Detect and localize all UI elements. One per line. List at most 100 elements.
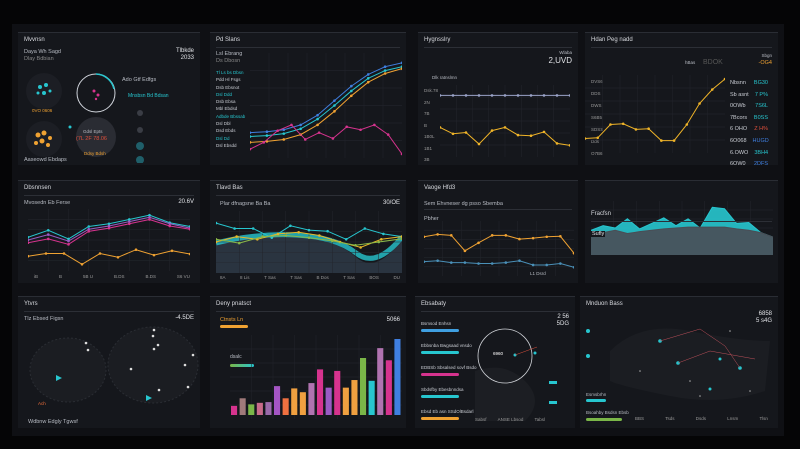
- bar: [368, 380, 375, 415]
- data-point: [440, 94, 442, 97]
- data-point: [529, 134, 533, 138]
- legend-item: Ctnsts Ln: [220, 317, 244, 323]
- stat-label: 6 OHO: [730, 126, 748, 133]
- divider: [421, 311, 569, 312]
- data-point: [188, 252, 190, 256]
- bar: [256, 402, 263, 415]
- data-point: [290, 123, 293, 127]
- data-point: [366, 77, 370, 80]
- data-point: [424, 260, 426, 263]
- value-label: Wlaba: [559, 50, 572, 55]
- legend-bar-2: [230, 364, 254, 367]
- data-point: [572, 251, 574, 255]
- bar: [291, 388, 298, 415]
- data-point: [270, 236, 274, 239]
- x-axis: iB B 5B U B.DS B.DS S6 VU: [34, 274, 190, 279]
- subtitle-2: Dlay Bdbian: [24, 56, 54, 62]
- bar: [231, 405, 238, 415]
- y-tick: S6B5: [591, 115, 603, 120]
- data-point: [518, 237, 521, 241]
- data-point: [316, 113, 319, 117]
- data-point: [710, 88, 714, 91]
- data-point: [572, 266, 574, 269]
- data-point: [660, 139, 663, 142]
- y-axis: Dsk.78 2N 7B B 1B0L 1B1 3B: [424, 85, 438, 166]
- list-item[interactable]: Ebbsnba Bwgsaad vnsdo: [421, 337, 477, 359]
- data-point: [555, 94, 559, 97]
- data-point: [490, 262, 494, 265]
- data-point: [67, 239, 70, 243]
- data-point: [545, 235, 549, 239]
- travel-line-chart: [216, 211, 402, 273]
- stat-row: 6.OWO 3BH4: [730, 148, 768, 160]
- data-point: [373, 123, 376, 127]
- data-point: [127, 218, 131, 221]
- data-point: [377, 240, 381, 244]
- data-point: [46, 233, 50, 236]
- stat-row: Nbsnn BG30: [730, 78, 768, 90]
- list-item[interactable]: Ebsd Eb asn SSdOlBsdarl: [421, 403, 477, 425]
- subtitle: Plar dfnagsne Ba Ba: [220, 201, 271, 207]
- value: 2,UVD: [548, 56, 572, 65]
- bar: [265, 402, 272, 415]
- data-point: [299, 127, 302, 131]
- panel-travel: Tlavd Bas Plar dfnagsne Ba Ba 30/OE 8A 8 …: [210, 180, 406, 283]
- stat-value: 7S6L: [755, 103, 768, 110]
- line-series: [250, 68, 402, 143]
- world-map: [586, 328, 770, 400]
- data-point: [359, 246, 362, 249]
- gauge-value: (7L 2F 78.06: [76, 136, 107, 142]
- header-label: hBas: [685, 60, 696, 65]
- data-point: [307, 236, 311, 239]
- gauge-value-2: Ddsy Bdsh: [84, 151, 106, 156]
- stat-value: HUGD: [752, 137, 769, 144]
- panel-title: Vaoge Hfd3: [424, 185, 456, 191]
- data-point: [282, 128, 286, 132]
- data-point: [333, 110, 336, 113]
- data-point: [463, 261, 467, 264]
- y-tick: 1B1: [424, 145, 433, 151]
- panel-stability: Ebsabaty 2 56 5DG 6960 Bsmsod Enhsn Ebbsn…: [415, 296, 575, 428]
- data-point: [503, 126, 507, 129]
- stat-row: 0OWb 7S6L: [730, 101, 768, 113]
- data-point: [503, 94, 507, 97]
- list-item[interactable]: EDBSb Sbsalsed sovf Bsdo: [421, 359, 477, 381]
- value: 6858: [758, 311, 772, 317]
- list-item[interactable]: Sbdsfby Ebesbnndsa: [421, 381, 477, 403]
- item-label: Bsmsod Enhsn: [421, 321, 452, 326]
- data-point: [250, 141, 252, 144]
- data-point: [672, 139, 676, 142]
- data-point: [282, 138, 286, 141]
- value: -4.5DE: [175, 315, 194, 321]
- annotation: L1 Dsrd: [530, 271, 546, 276]
- line-series: [591, 226, 773, 238]
- value: 2033: [180, 55, 194, 61]
- value: 30/OE: [382, 200, 400, 206]
- axis-label: Dlk ratnslmn: [432, 75, 458, 80]
- list-item[interactable]: Bsmsod Enhsn: [421, 315, 477, 337]
- panel-title: Hygnsslry: [424, 37, 451, 43]
- data-point: [698, 102, 701, 105]
- stat-label: 6OW0: [730, 161, 746, 168]
- divider: [424, 209, 572, 210]
- data-point: [87, 227, 91, 231]
- bar: [317, 369, 324, 415]
- panel-distribution: Dbsnnsen Mvosedn Eb Ferse 20.6V iB B 5B U B…: [18, 180, 200, 283]
- panel-views: Ytvrs Tlz Ebsed Figsn -4.5DE Ach Wdbnw E…: [18, 296, 200, 428]
- data-point: [504, 261, 508, 264]
- series-label: Mbl Ebdsd: [216, 106, 238, 112]
- data-point: [307, 228, 311, 232]
- data-point: [490, 94, 494, 97]
- data-point: [134, 248, 138, 252]
- legend-bar: [586, 399, 606, 402]
- data-point: [333, 104, 336, 107]
- subtitle-2: Ds Dbosn: [216, 58, 241, 64]
- data-point: [477, 142, 481, 146]
- x-tick: iB: [34, 274, 39, 279]
- series-label: Tl Ls bs Dbsn: [216, 70, 244, 75]
- data-point: [98, 252, 102, 255]
- x-tick: Tlsn: [759, 416, 768, 421]
- data-point: [116, 255, 120, 259]
- bar: [385, 360, 392, 415]
- data-point: [366, 73, 370, 76]
